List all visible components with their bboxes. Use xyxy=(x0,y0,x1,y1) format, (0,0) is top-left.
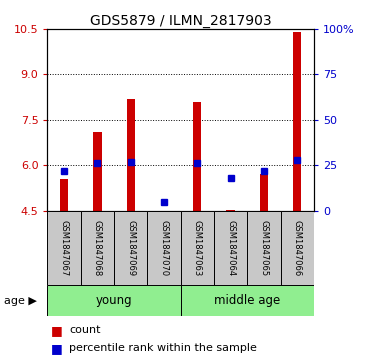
Bar xyxy=(181,211,214,285)
Text: GSM1847067: GSM1847067 xyxy=(59,220,69,276)
Text: GSM1847069: GSM1847069 xyxy=(126,220,135,276)
Bar xyxy=(127,99,135,211)
Text: ■: ■ xyxy=(51,324,63,337)
Text: GSM1847068: GSM1847068 xyxy=(93,220,102,276)
Title: GDS5879 / ILMN_2817903: GDS5879 / ILMN_2817903 xyxy=(90,14,272,28)
Text: GSM1847064: GSM1847064 xyxy=(226,220,235,276)
Bar xyxy=(260,174,268,211)
Bar xyxy=(247,211,281,285)
Bar xyxy=(93,132,101,211)
Bar xyxy=(147,211,181,285)
Bar xyxy=(181,285,314,316)
Text: GSM1847066: GSM1847066 xyxy=(293,220,302,276)
Text: count: count xyxy=(69,325,101,335)
Bar xyxy=(114,211,147,285)
Text: GSM1847063: GSM1847063 xyxy=(193,220,202,276)
Text: GSM1847070: GSM1847070 xyxy=(160,220,169,276)
Text: age ▶: age ▶ xyxy=(4,295,36,306)
Text: young: young xyxy=(96,294,132,307)
Text: GSM1847065: GSM1847065 xyxy=(260,220,268,276)
Bar xyxy=(281,211,314,285)
Bar xyxy=(293,32,301,211)
Bar xyxy=(47,285,181,316)
Bar xyxy=(47,211,81,285)
Text: middle age: middle age xyxy=(214,294,280,307)
Bar xyxy=(81,211,114,285)
Bar xyxy=(214,211,247,285)
Text: ■: ■ xyxy=(51,342,63,355)
Bar xyxy=(60,179,68,211)
Bar xyxy=(193,102,201,211)
Bar xyxy=(226,210,235,211)
Text: percentile rank within the sample: percentile rank within the sample xyxy=(69,343,257,354)
